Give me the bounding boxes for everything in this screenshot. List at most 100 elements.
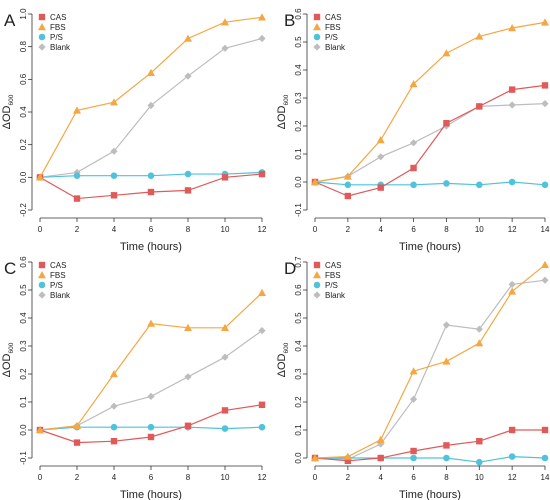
series-line-ps: [315, 455, 546, 463]
y-tick-label: 0.4: [19, 312, 28, 324]
data-point-ps: [508, 178, 516, 186]
data-point-fbs: [221, 323, 229, 331]
y-tick-label: 0.1: [294, 148, 303, 160]
data-point-cas: [147, 188, 155, 196]
data-point-fbs: [442, 49, 451, 57]
x-tick-label: 6: [411, 225, 416, 234]
x-tick-label: 10: [221, 225, 230, 234]
data-point-cas: [443, 120, 450, 127]
x-tick-label: 10: [221, 473, 230, 482]
data-point-cas: [377, 454, 384, 462]
data-point-cas: [184, 187, 192, 194]
y-tick-label: 0.7: [294, 256, 303, 268]
x-tick-label: 12: [508, 473, 517, 482]
y-tick-label: 0.2: [19, 139, 28, 151]
data-point-fbs: [147, 68, 155, 76]
data-point-cas: [221, 407, 229, 414]
y-tick-label: 0.5: [19, 284, 28, 296]
data-point-fbs: [36, 173, 44, 181]
data-point-blank: [541, 100, 549, 108]
data-point-fbs: [110, 370, 118, 378]
legend-label: FBS: [50, 23, 66, 32]
data-point-blank: [508, 280, 516, 288]
data-point-cas: [147, 433, 155, 441]
x-axis-title: Time (hours): [120, 241, 182, 253]
panel-a: A -0.2 0.0 0.2 0.4 0.6 0.8 1.0 0 2 4 6 8 10 12 Time (ho…: [1, 8, 267, 253]
legend-label: P/S: [325, 33, 338, 42]
y-tick-label: 0.2: [294, 120, 303, 132]
data-point-fbs: [73, 106, 81, 114]
data-point-fbs: [343, 452, 352, 460]
data-point-cas: [443, 442, 450, 449]
series-line-cas: [314, 84, 546, 197]
data-point-ps: [147, 423, 155, 431]
legend-label: P/S: [50, 281, 63, 290]
x-tick-label: 8: [444, 473, 449, 482]
data-point-ps: [475, 458, 483, 466]
x-tick-label: 12: [258, 473, 267, 482]
panel-d: D 0.0 0.1 0.2 0.3 0.4 0.5 0.6 0.7 0 2 4 6 8 10 12 14 Time…: [276, 256, 550, 500]
legend-marker-fbs: [38, 23, 46, 31]
y-axis-title: ΔOD600: [276, 94, 290, 129]
x-tick-label: 4: [112, 225, 117, 234]
data-point-ps: [344, 181, 352, 189]
data-point-cas: [110, 438, 118, 445]
x-tick-label: 0: [313, 225, 318, 234]
data-point-ps: [73, 172, 81, 179]
data-point-cas: [410, 164, 417, 172]
x-tick-label: 0: [313, 473, 318, 482]
data-point-fbs: [541, 260, 549, 268]
legend-label: CAS: [325, 13, 341, 22]
x-tick-label: 2: [346, 473, 351, 482]
x-axis-title: Time (hours): [120, 489, 182, 500]
data-point-blank: [475, 325, 483, 333]
x-tick-label: 8: [444, 225, 449, 234]
panel-letter: C: [4, 259, 16, 278]
data-point-cas: [73, 195, 81, 202]
data-point-blank: [541, 276, 549, 284]
data-point-fbs: [376, 136, 385, 144]
panel-letter: A: [4, 11, 16, 30]
y-axis-title-subscript: 600: [283, 342, 290, 353]
x-tick-label: 4: [378, 225, 383, 234]
legend-marker-fbs: [313, 23, 321, 31]
x-axis-title: Time (hours): [399, 489, 461, 500]
series-line-ps: [314, 181, 546, 186]
data-point-cas: [508, 86, 516, 93]
legend-marker-cas: [313, 13, 321, 21]
series-line-blank: [314, 103, 546, 183]
data-point-blank: [147, 392, 155, 400]
y-axis-title: ΔOD600: [1, 342, 15, 377]
legend-label: P/S: [50, 33, 63, 42]
data-point-ps: [410, 181, 417, 189]
data-point-cas: [344, 192, 352, 200]
data-point-ps: [541, 454, 549, 462]
series-line-fbs: [39, 16, 263, 178]
data-point-fbs: [258, 13, 266, 21]
y-tick-label: 0.0: [19, 171, 28, 183]
series-line-blank: [314, 279, 546, 461]
data-point-blank: [221, 353, 229, 361]
data-point-ps: [443, 454, 450, 462]
y-tick-label: 1.0: [19, 8, 28, 20]
panel-b: B -0.1 0.0 0.1 0.2 0.3 0.4 0.5 0.6 0 2 4 6 8 10 12 14 Tim…: [276, 8, 550, 253]
legend-label: FBS: [50, 271, 66, 280]
data-point-ps: [110, 172, 118, 179]
y-tick-label: 0.1: [294, 424, 303, 436]
data-point-blank: [377, 153, 385, 161]
x-tick-label: 10: [475, 473, 484, 482]
data-point-cas: [410, 447, 417, 455]
legend-label: Blank: [325, 43, 346, 52]
data-point-cas: [508, 426, 516, 434]
data-point-fbs: [184, 323, 192, 331]
x-tick-label: 6: [411, 473, 416, 482]
y-axis-title-subscript: 600: [8, 94, 15, 105]
x-tick-label: 2: [75, 225, 80, 234]
data-point-blank: [184, 373, 192, 381]
legend-label: FBS: [325, 23, 341, 32]
y-tick-label: 0.6: [19, 73, 28, 85]
data-point-cas: [221, 174, 229, 181]
panel-letter: D: [284, 259, 296, 278]
x-tick-label: 12: [258, 225, 267, 234]
data-point-ps: [258, 423, 266, 431]
